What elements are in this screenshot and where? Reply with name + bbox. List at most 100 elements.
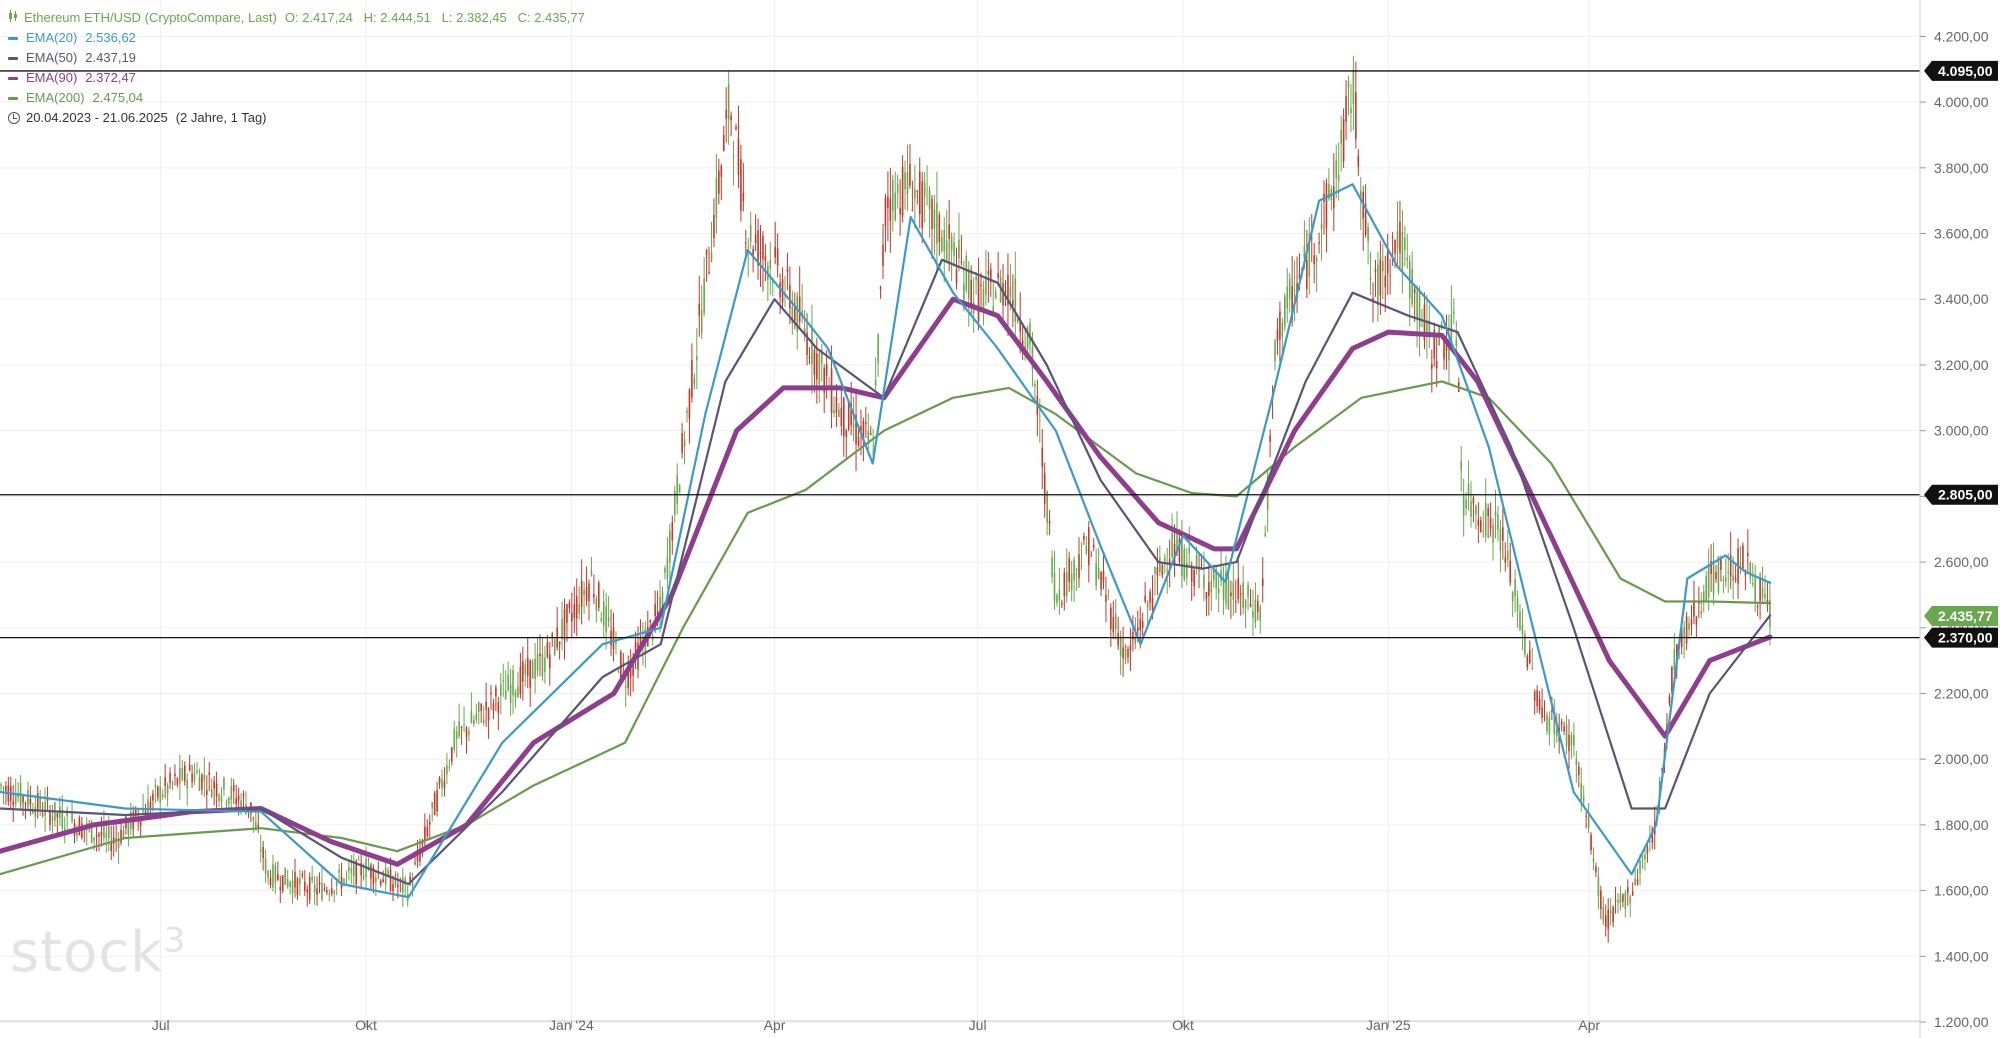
candle-body xyxy=(1450,314,1453,343)
candle-body xyxy=(350,868,353,873)
candle-body xyxy=(1453,311,1455,314)
candle-body xyxy=(1090,555,1093,557)
candle-body xyxy=(1100,571,1102,590)
candle-body xyxy=(1288,278,1291,299)
y-tick-label: 2.600,00 xyxy=(1934,554,1989,570)
candle-body xyxy=(1727,572,1730,574)
candle-body xyxy=(262,846,264,859)
y-tick-label: 4.200,00 xyxy=(1934,28,1989,44)
candle-body xyxy=(869,433,872,436)
candle-body xyxy=(154,785,157,787)
candle-body xyxy=(1078,554,1080,579)
candle-body xyxy=(605,606,607,633)
candle-body xyxy=(1012,300,1014,306)
candle-body xyxy=(1203,574,1205,589)
candle-body xyxy=(524,664,527,675)
candle-body xyxy=(24,803,27,805)
candle-body xyxy=(740,159,742,211)
legend-ema20-row[interactable]: EMA(20) 2.536,62 xyxy=(8,28,585,48)
candle-body xyxy=(985,276,987,295)
candle-body xyxy=(566,604,568,623)
candle-body xyxy=(1720,557,1722,570)
legend-ema50-row[interactable]: EMA(50) 2.437,19 xyxy=(8,48,585,68)
ema50-swatch xyxy=(8,56,18,60)
candle-body xyxy=(382,879,384,883)
candle-body xyxy=(926,189,928,191)
candle-body xyxy=(833,410,835,414)
candle-body xyxy=(1516,597,1519,612)
candle-body xyxy=(1318,242,1320,244)
candle-body xyxy=(688,389,691,419)
candle-body xyxy=(526,657,529,677)
candle-body xyxy=(1761,587,1764,598)
candle-body xyxy=(355,860,358,885)
candle-body xyxy=(1048,521,1051,524)
candle-body xyxy=(490,692,492,695)
candle-body xyxy=(1568,734,1570,752)
candle-body xyxy=(1751,583,1754,585)
candle-body xyxy=(321,882,323,901)
hline-price-tag-bg xyxy=(1924,60,1998,81)
candle-body xyxy=(1186,563,1188,577)
candle-body xyxy=(544,657,546,673)
candle-body xyxy=(259,849,262,852)
candle-body xyxy=(1173,544,1176,564)
candle-body xyxy=(1063,572,1066,597)
candle-body xyxy=(698,303,701,316)
candle-body xyxy=(1602,906,1605,922)
chart-grid xyxy=(0,0,1920,1023)
candle-body xyxy=(722,135,725,151)
candle-body xyxy=(933,209,936,229)
candle-body xyxy=(191,773,193,783)
candle-body xyxy=(1061,602,1063,605)
candle-body xyxy=(811,326,813,365)
candle-body xyxy=(1217,588,1220,594)
legend-ema90-row[interactable]: EMA(90) 2.372,47 xyxy=(8,68,585,88)
candle-body xyxy=(1364,203,1367,235)
candle-body xyxy=(1149,591,1151,604)
candle-body xyxy=(958,239,960,259)
candle-body xyxy=(945,240,948,264)
candle-body xyxy=(1504,557,1507,563)
candle-body xyxy=(1641,856,1644,858)
candle-body xyxy=(1386,251,1389,274)
candle-body xyxy=(1494,511,1497,517)
candle-body xyxy=(1717,556,1720,592)
candle-body xyxy=(213,781,215,789)
candle-body xyxy=(1480,520,1482,532)
candle-body xyxy=(715,177,718,219)
legend-ema200-row[interactable]: EMA(200) 2.475,04 xyxy=(8,88,585,108)
candle-body xyxy=(495,687,497,697)
candle-body xyxy=(1590,834,1592,851)
candle-body xyxy=(1484,502,1487,537)
candle-body xyxy=(906,171,909,195)
candle-body xyxy=(975,276,977,281)
candle-body xyxy=(549,654,551,669)
candle-body xyxy=(571,612,573,622)
candle-body xyxy=(176,778,179,785)
candle-body xyxy=(460,726,463,729)
candle-body xyxy=(1190,565,1193,582)
candle-body xyxy=(122,830,125,840)
candle-body xyxy=(1460,461,1462,471)
candle-body xyxy=(1570,735,1573,746)
candle-body xyxy=(901,166,904,216)
candle-body xyxy=(732,156,735,158)
candle-body xyxy=(931,198,933,230)
candle-body xyxy=(218,794,220,802)
y-tick-label: 3.600,00 xyxy=(1934,226,1989,242)
candle-body xyxy=(867,431,870,441)
candle-body xyxy=(269,877,272,885)
y-tick-label: 1.200,00 xyxy=(1934,1014,1989,1030)
candle-body xyxy=(529,660,531,688)
candle-body xyxy=(1617,900,1619,904)
candle-body xyxy=(169,773,171,784)
candle-body xyxy=(600,618,603,622)
legend-range-row[interactable]: 20.04.2023 - 21.06.2025 (2 Jahre, 1 Tag) xyxy=(8,108,585,128)
candle-body xyxy=(203,774,206,782)
candle-body xyxy=(1261,578,1264,586)
candle-body xyxy=(1462,496,1465,516)
candle-body xyxy=(1034,384,1036,387)
candle-body xyxy=(255,822,257,830)
